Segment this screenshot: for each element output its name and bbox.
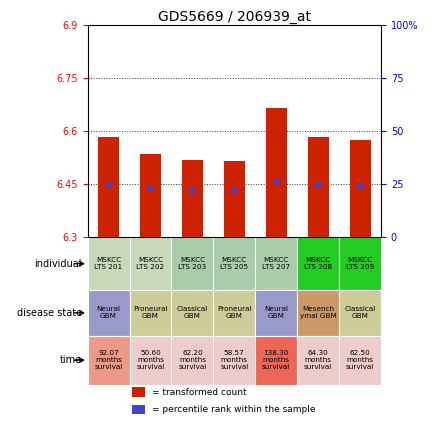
Text: Neural
GBM: Neural GBM xyxy=(96,306,120,319)
Point xyxy=(105,181,112,188)
Bar xyxy=(130,237,171,290)
Point xyxy=(231,187,238,194)
Text: Proneural
GBM: Proneural GBM xyxy=(217,306,251,319)
Point xyxy=(273,177,280,184)
Bar xyxy=(255,237,297,290)
Text: 62.50
months
survival: 62.50 months survival xyxy=(346,350,374,370)
Text: individual: individual xyxy=(34,259,82,269)
Title: GDS5669 / 206939_at: GDS5669 / 206939_at xyxy=(158,10,311,25)
Point xyxy=(147,184,154,191)
Bar xyxy=(255,335,297,385)
Text: 92.07
months
survival: 92.07 months survival xyxy=(95,350,123,370)
Text: 138.30
months
survival: 138.30 months survival xyxy=(262,350,290,370)
Text: 58.57
months
survival: 58.57 months survival xyxy=(220,350,248,370)
Bar xyxy=(140,154,161,237)
Point xyxy=(314,181,321,188)
Text: disease state: disease state xyxy=(17,308,82,318)
Bar xyxy=(171,290,213,335)
Bar xyxy=(339,335,381,385)
Text: 50.60
months
survival: 50.60 months survival xyxy=(136,350,165,370)
Bar xyxy=(255,290,297,335)
Bar xyxy=(88,335,130,385)
Text: 64.30
months
survival: 64.30 months survival xyxy=(304,350,332,370)
Text: MSKCC
LTS 207: MSKCC LTS 207 xyxy=(262,257,290,270)
Bar xyxy=(171,237,213,290)
Text: = transformed count: = transformed count xyxy=(152,388,247,397)
Bar xyxy=(266,108,287,237)
Text: MSKCC
LTS 208: MSKCC LTS 208 xyxy=(304,257,332,270)
Text: time: time xyxy=(60,355,82,365)
Bar xyxy=(88,290,130,335)
Text: = percentile rank within the sample: = percentile rank within the sample xyxy=(152,405,316,415)
Bar xyxy=(131,405,145,415)
Bar xyxy=(171,335,213,385)
Bar xyxy=(339,237,381,290)
Bar xyxy=(297,335,339,385)
Text: MSKCC
LTS 203: MSKCC LTS 203 xyxy=(178,257,206,270)
Bar xyxy=(297,290,339,335)
Text: MSKCC
LTS 201: MSKCC LTS 201 xyxy=(95,257,123,270)
Bar xyxy=(213,237,255,290)
Point xyxy=(189,186,196,193)
Bar xyxy=(88,237,130,290)
Bar xyxy=(131,387,145,397)
Bar xyxy=(98,137,119,237)
Bar xyxy=(213,335,255,385)
Text: 62.20
months
survival: 62.20 months survival xyxy=(178,350,207,370)
Text: MSKCC
LTS 209: MSKCC LTS 209 xyxy=(346,257,374,270)
Bar xyxy=(297,237,339,290)
Bar xyxy=(182,159,203,237)
Bar xyxy=(350,140,371,237)
Bar xyxy=(213,290,255,335)
Bar xyxy=(130,335,171,385)
Text: Classical
GBM: Classical GBM xyxy=(344,306,376,319)
Text: Proneural
GBM: Proneural GBM xyxy=(133,306,168,319)
Point xyxy=(357,183,364,190)
Text: MSKCC
LTS 205: MSKCC LTS 205 xyxy=(220,257,248,270)
Text: Mesench
ymal GBM: Mesench ymal GBM xyxy=(300,306,336,319)
Bar xyxy=(307,137,328,237)
Bar xyxy=(339,290,381,335)
Text: MSKCC
LTS 202: MSKCC LTS 202 xyxy=(136,257,165,270)
Bar xyxy=(130,290,171,335)
Text: Classical
GBM: Classical GBM xyxy=(177,306,208,319)
Bar xyxy=(224,161,245,237)
Text: Neural
GBM: Neural GBM xyxy=(264,306,288,319)
